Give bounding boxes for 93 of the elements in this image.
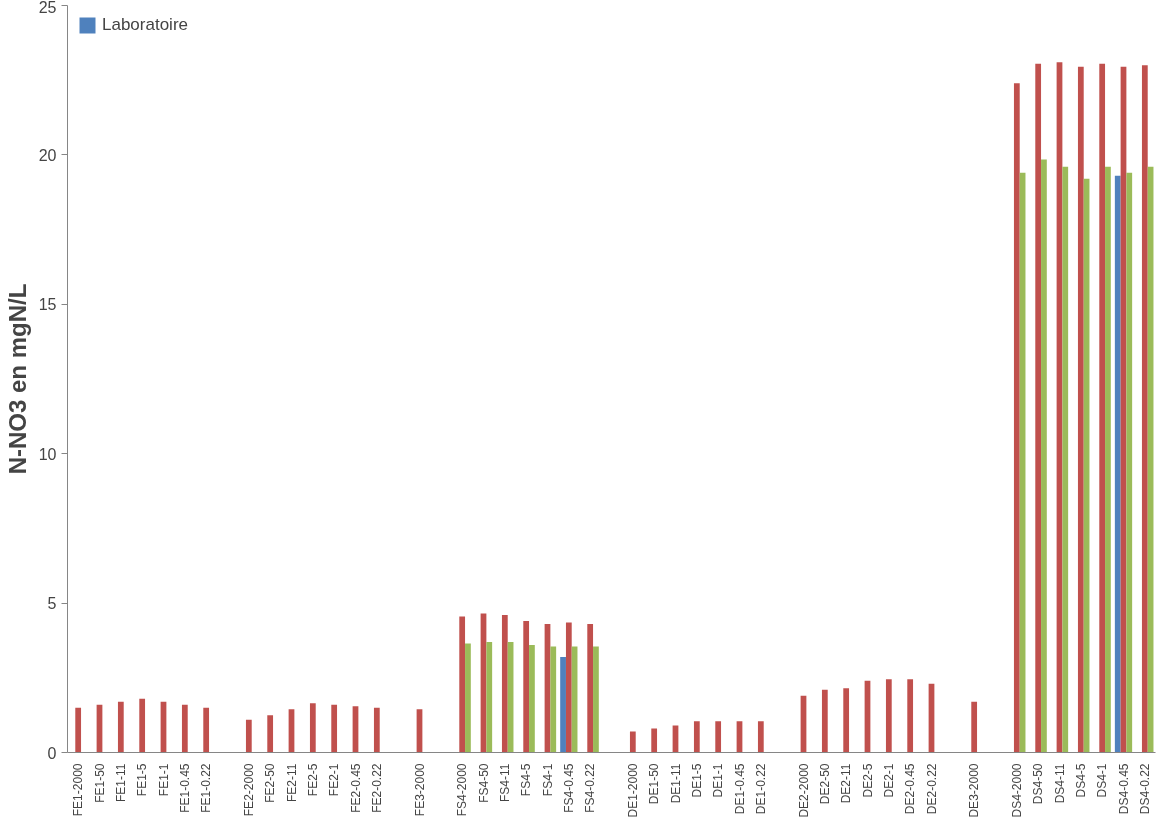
bar [565, 622, 572, 753]
bar [715, 721, 722, 753]
bar [117, 701, 124, 753]
bar [885, 679, 892, 753]
x-tick-label: FS4-2000 [455, 763, 470, 817]
x-tick-label: FE1-2000 [71, 763, 86, 817]
x-tick-label: FS4-50 [476, 763, 491, 803]
y-tick-label: 10 [38, 445, 57, 463]
x-tick-label: FS4-11 [497, 763, 512, 802]
x-tick-label: DE2-5 [860, 763, 875, 798]
bar [560, 656, 566, 753]
y-tick-label: 25 [38, 0, 57, 16]
bar [331, 704, 338, 753]
x-tick-label: DE2-11 [839, 763, 854, 804]
bar [75, 707, 82, 753]
bar [181, 704, 188, 753]
y-tick-label: 20 [38, 146, 57, 164]
legend-label: Laboratoire [102, 15, 189, 35]
x-tick-label: DS4-50 [1031, 763, 1046, 805]
bar [907, 679, 914, 753]
bar [550, 646, 557, 753]
x-tick-label: FE1-1 [156, 763, 171, 797]
bar [971, 701, 978, 753]
x-tick-label: FS4-5 [519, 763, 534, 797]
bar [1126, 172, 1133, 753]
x-tick-label: DS4-11 [1052, 763, 1067, 804]
bar [1114, 175, 1121, 753]
bar [1035, 63, 1042, 753]
x-tick-label: FS4-1 [540, 763, 555, 797]
bar [486, 641, 493, 753]
bar [593, 646, 599, 753]
x-tick-label: DE2-0.22 [924, 763, 939, 815]
x-tick-label: FE1-0.22 [199, 763, 214, 813]
x-tick-label: FE2-0.22 [369, 763, 384, 813]
bar [1105, 166, 1111, 753]
bar [843, 688, 850, 753]
bar [309, 703, 316, 753]
x-tick-label: DE1-1 [711, 763, 726, 798]
x-tick-label: FE2-50 [263, 763, 278, 803]
bar [1062, 166, 1069, 753]
bar [693, 721, 700, 753]
x-tick-label: DE2-1 [881, 763, 896, 798]
x-tick-label: DS4-0.22 [1137, 763, 1152, 815]
x-tick-label: DE3-2000 [967, 763, 982, 818]
bar [821, 689, 828, 753]
bar [629, 731, 636, 753]
x-tick-label: DE1-50 [647, 763, 662, 805]
x-tick-label: DS4-2000 [1009, 763, 1024, 818]
bar [529, 644, 535, 753]
bar [459, 616, 466, 753]
bar [1013, 83, 1020, 753]
bar [267, 715, 274, 753]
y-tick-label: 5 [47, 595, 57, 613]
bar [651, 728, 658, 753]
x-tick-label: FE2-2000 [241, 763, 256, 817]
y-axis-title: N-NO3 en mgN/L [3, 283, 31, 475]
bar [373, 707, 380, 753]
bar [757, 721, 764, 753]
x-tick-label: FE1-11 [113, 763, 128, 802]
y-tick-label: 15 [38, 296, 57, 314]
x-tick-label: FE2-5 [305, 763, 320, 797]
x-tick-label: DS4-0.45 [1116, 763, 1131, 815]
x-tick-label: FE1-50 [92, 763, 107, 803]
bar [465, 643, 471, 753]
x-tick-label: DE1-11 [668, 763, 683, 804]
bar [139, 698, 146, 753]
x-tick-label: DE1-5 [689, 763, 704, 798]
bar [1099, 63, 1106, 753]
bar [245, 719, 252, 753]
bar [1041, 159, 1047, 753]
bar [523, 621, 530, 753]
x-tick-label: FS4-0.22 [583, 763, 598, 813]
x-tick-label: FE2-0.45 [348, 763, 363, 813]
bar [501, 615, 508, 753]
x-tick-label: DE2-2000 [796, 763, 811, 818]
y-tick-label: 0 [47, 744, 57, 762]
bar [203, 707, 210, 753]
x-tick-label: DS4-1 [1095, 763, 1110, 798]
x-tick-label: DS4-5 [1073, 763, 1088, 798]
x-tick-label: FE1-0.45 [177, 763, 192, 813]
x-tick-label: FE2-11 [284, 763, 299, 802]
x-tick-label: FE3-2000 [412, 763, 427, 817]
x-tick-label: FS4-0.45 [561, 763, 576, 813]
x-tick-label: DE2-0.45 [903, 763, 918, 815]
x-tick-label: DE1-0.45 [732, 763, 747, 815]
x-tick-label: DE2-50 [817, 763, 832, 805]
bar [1141, 65, 1148, 753]
x-tick-label: DE1-0.22 [753, 763, 768, 815]
x-tick-label: FE2-1 [327, 763, 342, 797]
bar [587, 624, 594, 753]
bar [1077, 66, 1084, 753]
x-tick-label: FE1-5 [135, 763, 150, 797]
x-tick-label: DE1-2000 [625, 763, 640, 818]
